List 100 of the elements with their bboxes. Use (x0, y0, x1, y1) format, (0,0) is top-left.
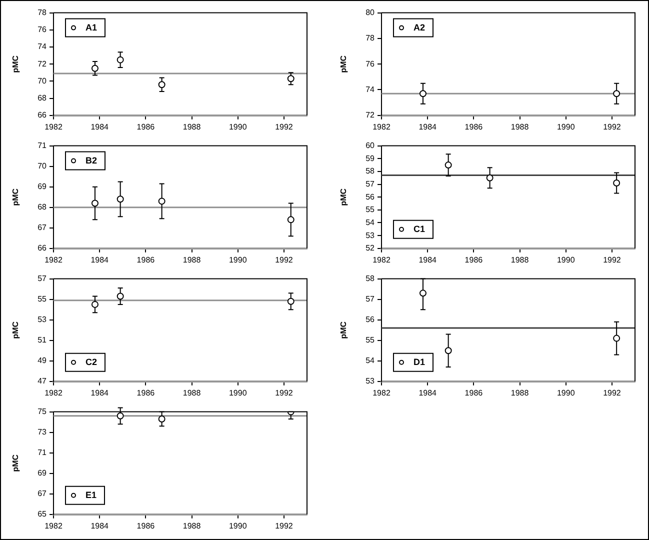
y-tick-label: 51 (38, 336, 48, 345)
y-tick-label: 67 (38, 489, 48, 498)
y-tick-label: 52 (366, 244, 376, 253)
x-tick-label: 1982 (372, 388, 391, 398)
x-tick-label: 1988 (182, 388, 202, 398)
y-tick-label: 57 (38, 274, 48, 284)
y-tick-label: 71 (38, 448, 48, 458)
y-tick-label: 80 (366, 8, 376, 18)
y-tick-label: 67 (38, 223, 48, 232)
x-tick-label: 1986 (136, 122, 156, 132)
y-tick-label: 66 (38, 110, 48, 120)
x-tick-label: 1982 (44, 521, 63, 530)
y-tick-label: 58 (366, 274, 376, 284)
y-tick-label: 53 (366, 376, 376, 386)
x-tick-label: 1982 (44, 255, 63, 264)
y-tick-label: 76 (366, 59, 376, 68)
legend-label: C2 (86, 356, 98, 367)
legend-label: D1 (414, 356, 426, 367)
x-tick-label: 1988 (510, 388, 530, 398)
y-axis-title: pMC (11, 321, 20, 339)
x-tick-label: 1984 (90, 255, 110, 264)
y-tick-label: 70 (38, 162, 48, 171)
x-tick-label: 1982 (44, 388, 63, 398)
x-tick-label: 1990 (228, 388, 248, 398)
y-tick-label: 60 (366, 141, 376, 150)
y-axis-title: pMC (339, 55, 348, 73)
x-tick-label: 1984 (90, 521, 110, 530)
x-tick-label: 1992 (275, 388, 294, 398)
x-tick-label: 1984 (90, 122, 110, 132)
x-tick-label: 1992 (275, 122, 294, 132)
y-tick-label: 54 (366, 218, 376, 227)
y-axis-title: pMC (339, 321, 348, 339)
legend-label: C1 (414, 224, 426, 234)
y-tick-label: 76 (38, 25, 48, 34)
legend-label: E1 (86, 490, 97, 500)
y-tick-label: 49 (38, 356, 48, 366)
x-tick-label: 1986 (464, 255, 484, 264)
y-tick-label: 47 (38, 376, 48, 386)
x-tick-label: 1990 (228, 255, 248, 264)
y-axis-title: pMC (11, 55, 20, 73)
y-tick-label: 74 (38, 42, 48, 52)
y-tick-label: 69 (38, 468, 48, 478)
x-tick-label: 1986 (136, 521, 156, 530)
y-tick-label: 78 (38, 8, 48, 18)
x-tick-label: 1990 (228, 521, 248, 530)
y-tick-label: 57 (366, 294, 376, 304)
y-tick-label: 78 (366, 34, 376, 43)
x-tick-label: 1986 (136, 255, 156, 264)
y-tick-label: 55 (366, 205, 376, 214)
y-tick-label: 59 (366, 154, 376, 163)
x-tick-label: 1984 (418, 388, 438, 398)
legend-label: A2 (414, 22, 426, 32)
y-tick-label: 69 (38, 182, 48, 192)
x-tick-label: 1990 (556, 388, 576, 398)
x-tick-label: 1992 (275, 255, 294, 264)
y-tick-label: 53 (366, 230, 376, 240)
y-tick-label: 58 (366, 166, 376, 176)
y-tick-label: 75 (38, 407, 48, 416)
y-tick-label: 65 (38, 510, 48, 519)
x-tick-label: 1988 (510, 122, 530, 132)
x-tick-label: 1992 (603, 388, 622, 398)
y-axis-title: pMC (11, 454, 20, 472)
y-tick-label: 56 (366, 192, 376, 202)
y-tick-label: 53 (38, 315, 48, 324)
y-tick-label: 72 (38, 59, 48, 68)
legend-label: B2 (86, 155, 98, 166)
y-tick-label: 68 (38, 94, 48, 103)
x-tick-label: 1982 (372, 255, 391, 264)
y-tick-label: 73 (38, 428, 48, 437)
y-tick-label: 57 (366, 179, 376, 188)
legend-label: A1 (86, 22, 98, 32)
x-tick-label: 1992 (275, 521, 294, 530)
y-axis-title: pMC (339, 188, 348, 206)
x-tick-label: 1982 (44, 122, 63, 132)
y-tick-label: 74 (366, 84, 376, 94)
x-tick-label: 1986 (136, 388, 156, 398)
x-tick-label: 1988 (182, 521, 202, 530)
x-tick-label: 1984 (418, 255, 438, 264)
y-tick-label: 71 (38, 141, 48, 150)
x-tick-label: 1986 (464, 388, 484, 398)
x-tick-label: 1990 (556, 255, 576, 264)
y-tick-label: 55 (366, 336, 376, 345)
y-tick-label: 70 (38, 76, 48, 86)
y-axis-title: pMC (11, 188, 20, 206)
y-tick-label: 66 (38, 244, 48, 253)
x-tick-label: 1984 (90, 388, 110, 398)
x-tick-label: 1992 (603, 122, 622, 132)
x-tick-label: 1988 (510, 255, 530, 264)
x-tick-label: 1988 (182, 255, 202, 264)
y-tick-label: 72 (366, 110, 376, 120)
x-tick-label: 1988 (182, 122, 202, 132)
x-tick-label: 1984 (418, 122, 438, 132)
x-tick-label: 1986 (464, 122, 484, 132)
y-tick-label: 55 (38, 294, 48, 304)
x-tick-label: 1990 (556, 122, 576, 132)
x-tick-label: 1982 (372, 122, 391, 132)
y-tick-label: 68 (38, 202, 48, 212)
y-tick-label: 54 (366, 356, 376, 366)
y-tick-label: 56 (366, 315, 376, 324)
x-tick-label: 1990 (228, 122, 248, 132)
